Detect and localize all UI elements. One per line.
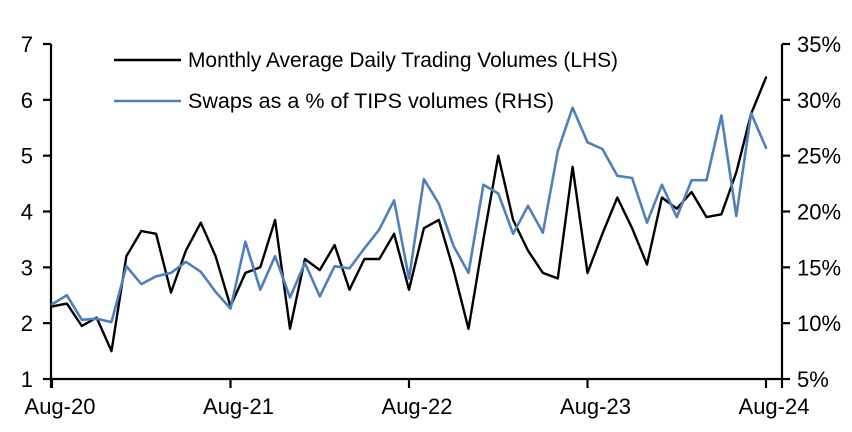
y-axis-right-tick-label: 30% xyxy=(797,88,841,113)
y-axis-left-tick-label: 7 xyxy=(21,32,33,57)
y-axis-right-tick-label: 25% xyxy=(797,144,841,169)
x-axis-tick-label: Aug-24 xyxy=(739,394,810,419)
series-line-volumes xyxy=(50,76,768,353)
y-axis-right-tick-label: 15% xyxy=(797,255,841,280)
plot-lines xyxy=(50,76,768,353)
legend-label-swaps: Swaps as a % of TIPS volumes (RHS) xyxy=(188,90,554,113)
y-axis-right-tick-label: 20% xyxy=(797,200,841,225)
series-line-swaps xyxy=(50,106,768,324)
y-axis-left-tick-label: 4 xyxy=(21,200,33,225)
legend: Monthly Average Daily Trading Volumes (L… xyxy=(114,49,618,113)
x-axis-tick-label: Aug-20 xyxy=(25,394,96,419)
y-axis-left-tick-label: 5 xyxy=(21,144,33,169)
x-axis-tick-label: Aug-23 xyxy=(560,394,631,419)
x-axis-tick-label: Aug-22 xyxy=(382,394,453,419)
y-axis-right-tick-label: 10% xyxy=(797,311,841,336)
y-axis-left-tick-label: 2 xyxy=(21,311,33,336)
legend-label-volumes: Monthly Average Daily Trading Volumes (L… xyxy=(188,49,618,72)
y-axis-left-tick-label: 1 xyxy=(21,367,33,392)
y-axis-right-tick-label: 5% xyxy=(797,367,829,392)
y-axis-right-tick-label: 35% xyxy=(797,32,841,57)
x-axis-tick-label: Aug-21 xyxy=(203,394,274,419)
axes: 7 6 5 4 3 2 1 35% 30% 25% 20% 15% 10% 5% Aug-20 Aug-21 A… xyxy=(21,32,841,419)
y-axis-left-tick-label: 6 xyxy=(21,88,33,113)
y-axis-left-tick-label: 3 xyxy=(21,255,33,280)
